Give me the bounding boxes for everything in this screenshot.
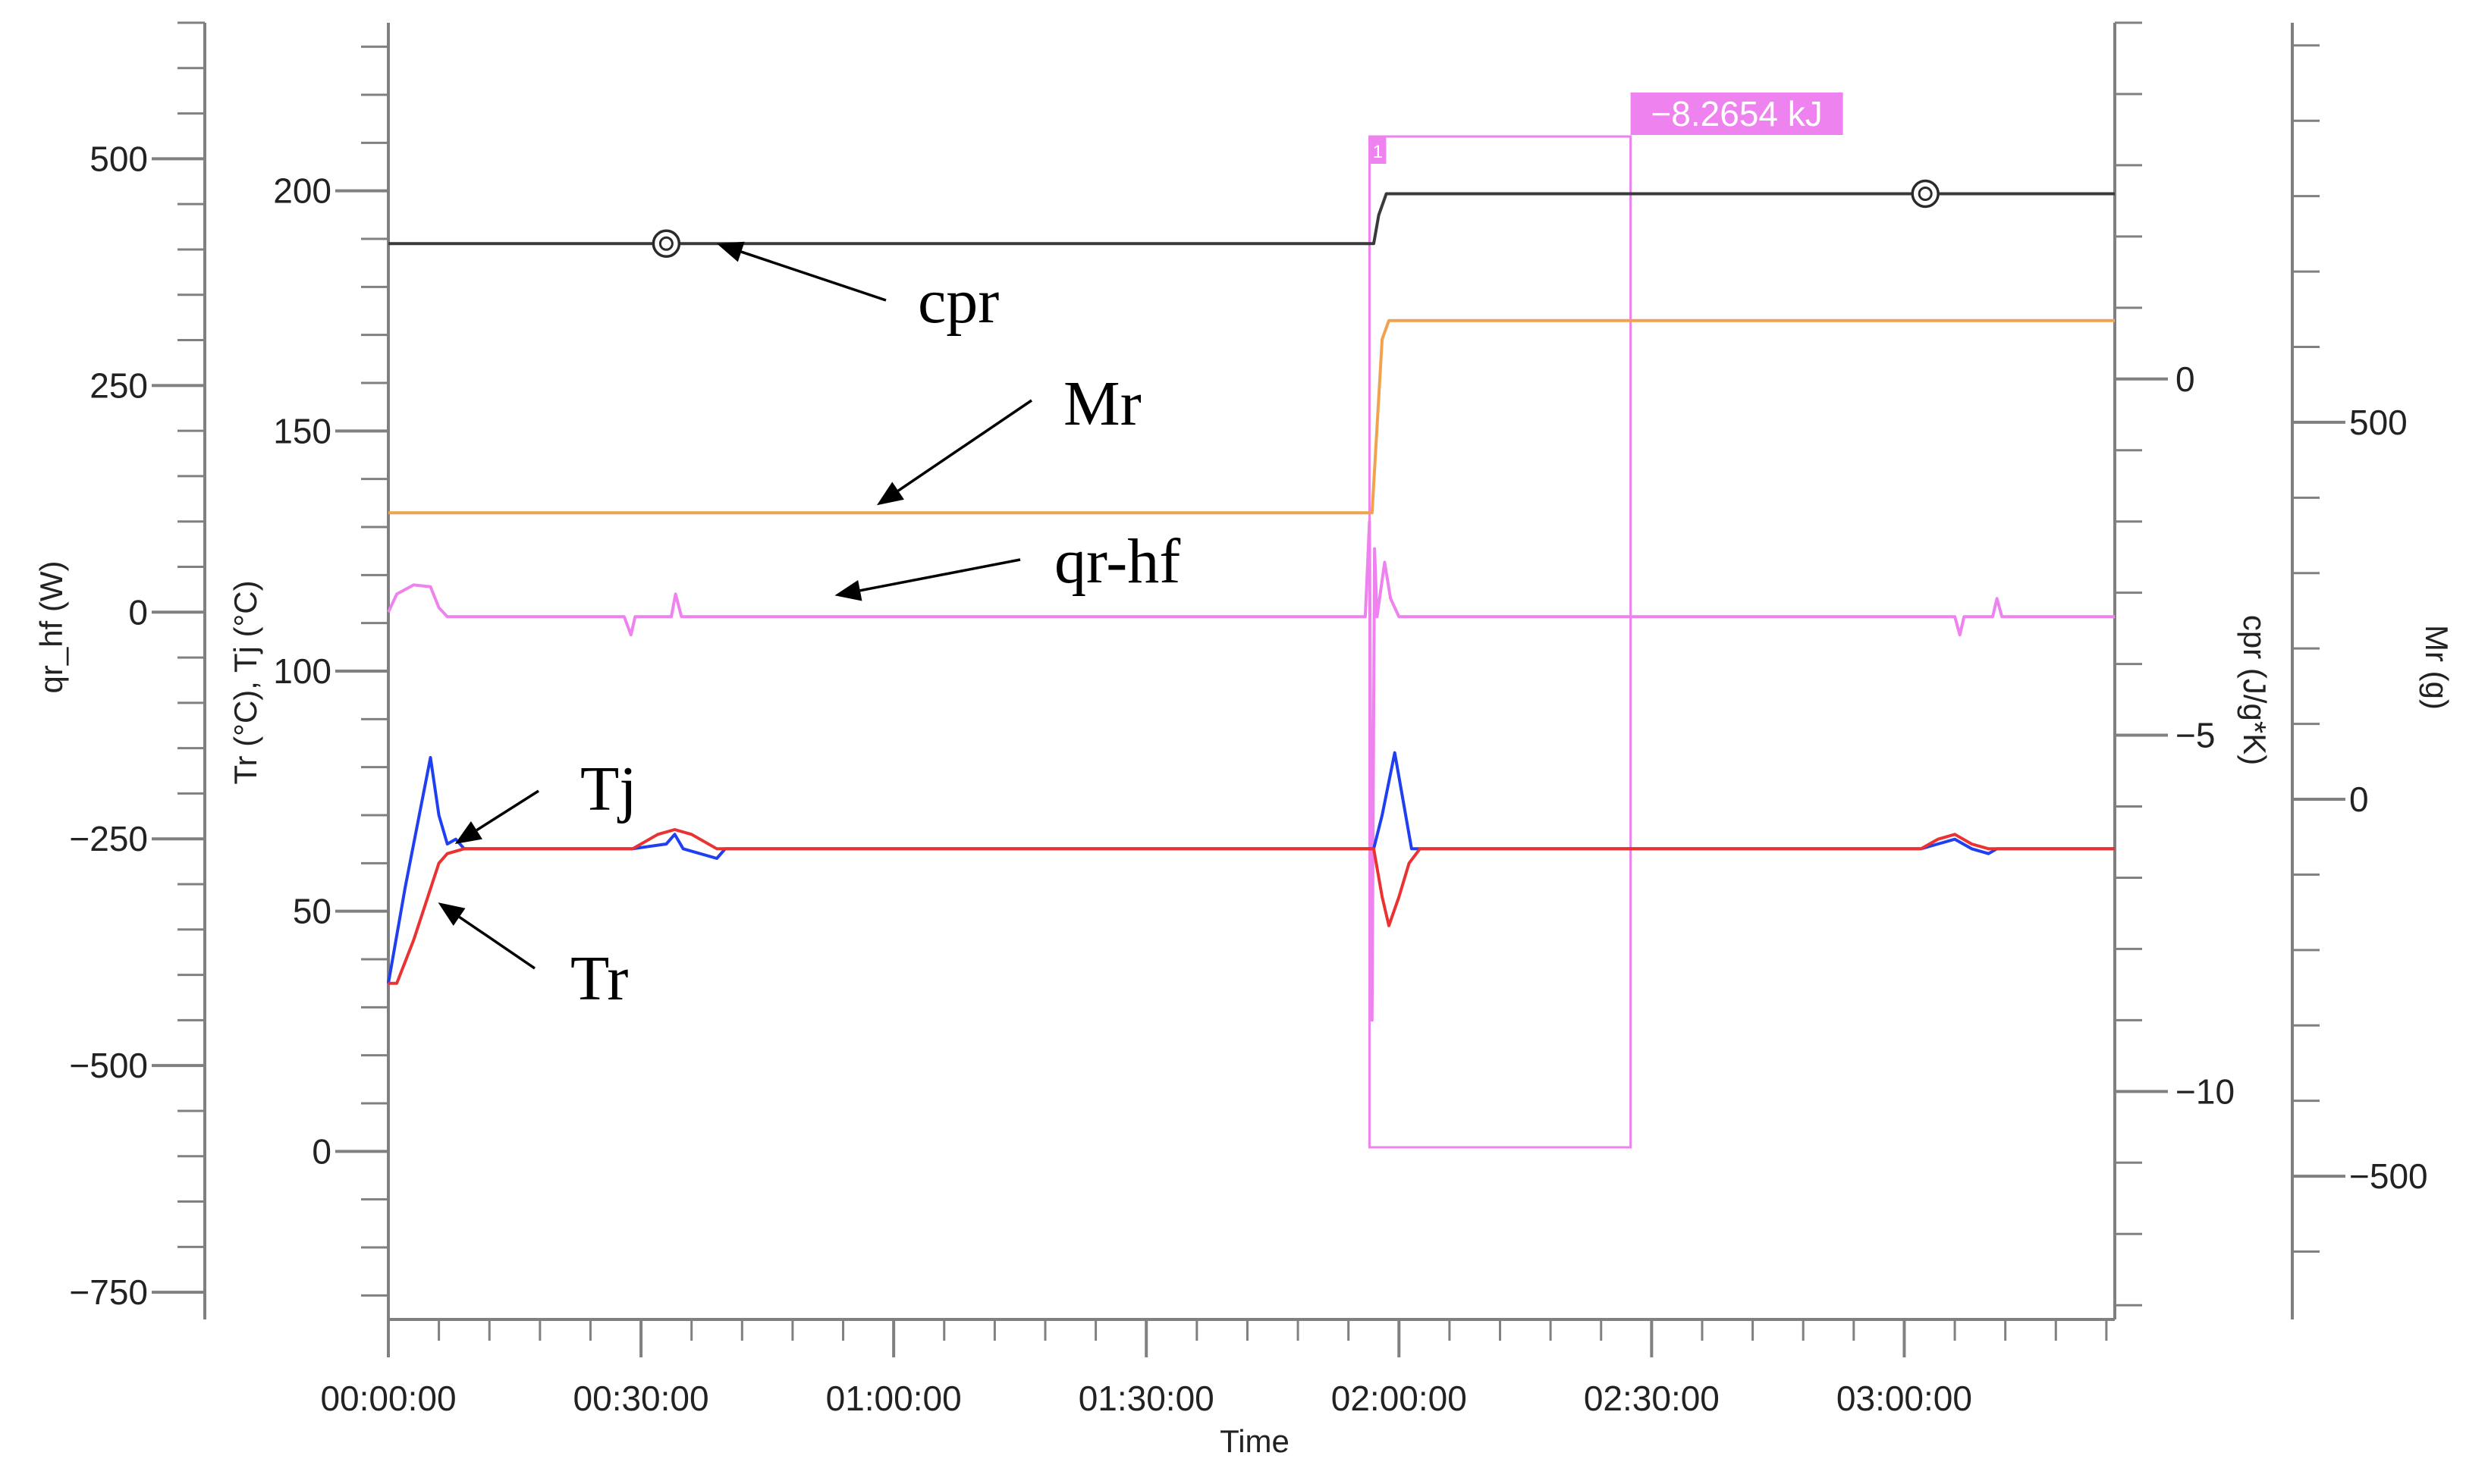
series-mr (388, 321, 2115, 513)
series-qr-hf (388, 522, 2115, 1021)
qr-hf-arrow-line (860, 560, 1020, 591)
time-axis: 00:00:00 00:30:00 01:00:00 01:30:00 02:00:00… (320, 1319, 2115, 1418)
mass-axis-title: Mr (g) (2419, 625, 2455, 710)
cpr-axis-title: cpr (J/g*K) (2237, 615, 2273, 765)
integration-label[interactable]: −8.2654 kJ (1651, 94, 1822, 133)
series-cpr (388, 194, 2115, 244)
cpr-tick-label: −5 (2175, 716, 2215, 755)
qr-hf-arrow-head (834, 580, 862, 601)
cpr-marker-outer (653, 231, 679, 256)
cpr-tick-label: −10 (2175, 1071, 2235, 1111)
temperature-tick-label: 150 (273, 411, 331, 450)
temperature-axis-title: Tr (°C), Tj (°C) (228, 580, 263, 784)
mass-tick-label: 500 (2349, 403, 2408, 442)
series-layer (388, 194, 2115, 1021)
time-tick-label: 00:30:00 (573, 1379, 709, 1418)
time-tick-label: 01:30:00 (1079, 1379, 1214, 1418)
time-tick-label: 00:00:00 (320, 1379, 456, 1418)
qr_hf-tick-label: −750 (69, 1272, 148, 1312)
series-tj (388, 753, 2115, 984)
tj-arrow-head (455, 821, 482, 844)
integration-index: 1 (1373, 142, 1383, 162)
integration-region: 1 −8.2654 kJ (1369, 93, 1842, 1147)
temperature-tick-label: 200 (273, 171, 331, 211)
temperature-tick-label: 0 (312, 1131, 331, 1171)
time-tick-label: 03:00:00 (1836, 1379, 1972, 1418)
temperature-axis: 200 150 100 50 0 (273, 23, 388, 1319)
mass-tick-label: 0 (2349, 780, 2369, 819)
qr_hf-tick-label: 250 (90, 366, 148, 405)
process-chart: 5002500−250−500−750 200150100500 0−5−10 … (0, 0, 2488, 1484)
cpr-annotation-label: cpr (918, 266, 999, 337)
time-tick-label: 02:00:00 (1331, 1379, 1467, 1418)
time-tick-label: 02:30:00 (1584, 1379, 1720, 1418)
integration-box (1369, 136, 1630, 1147)
mr-annotation-label: Mr (1063, 369, 1142, 439)
tr-annotation-label: Tr (570, 943, 628, 1014)
qr_hf-tick-label: 0 (128, 592, 148, 632)
qr-hf-annotation-label: qr-hf (1054, 526, 1180, 597)
mr-arrow-line (898, 400, 1032, 491)
tj-annotation-label: Tj (580, 754, 637, 824)
temperature-tick-label: 100 (273, 651, 331, 691)
annotation-layer: cpr Mr qr-hf Tj Tr (438, 242, 1181, 1014)
series-tr (388, 830, 2115, 984)
mass-tick-label: −500 (2349, 1156, 2428, 1196)
qr_hf-tick-label: −250 (69, 819, 148, 858)
cpr-arrow-head (717, 242, 745, 262)
time-axis-title: Time (1220, 1423, 1290, 1459)
tr-arrow-line (460, 917, 535, 968)
tj-arrow-line (476, 791, 539, 830)
mr-arrow-head (877, 482, 904, 506)
qr_hf-tick-label: −500 (69, 1046, 148, 1085)
cpr-marker-outer (1912, 180, 1938, 206)
cpr-axis: 0 −5 −10 (2115, 23, 2235, 1319)
tr-arrow-head (438, 902, 466, 926)
time-tick-label: 01:00:00 (826, 1379, 962, 1418)
temperature-tick-label: 50 (293, 892, 331, 931)
mass-axis: 500 0 −500 (2292, 23, 2428, 1319)
cpr-arrow-line (741, 252, 886, 300)
qr-hf-axis-title: qr_hf (W) (33, 560, 69, 693)
qr_hf-tick-label: 500 (90, 139, 148, 178)
qr-hf-axis: 500 250 0 −250 −500 −750 (69, 23, 205, 1319)
cpr-tick-label: 0 (2175, 359, 2195, 399)
